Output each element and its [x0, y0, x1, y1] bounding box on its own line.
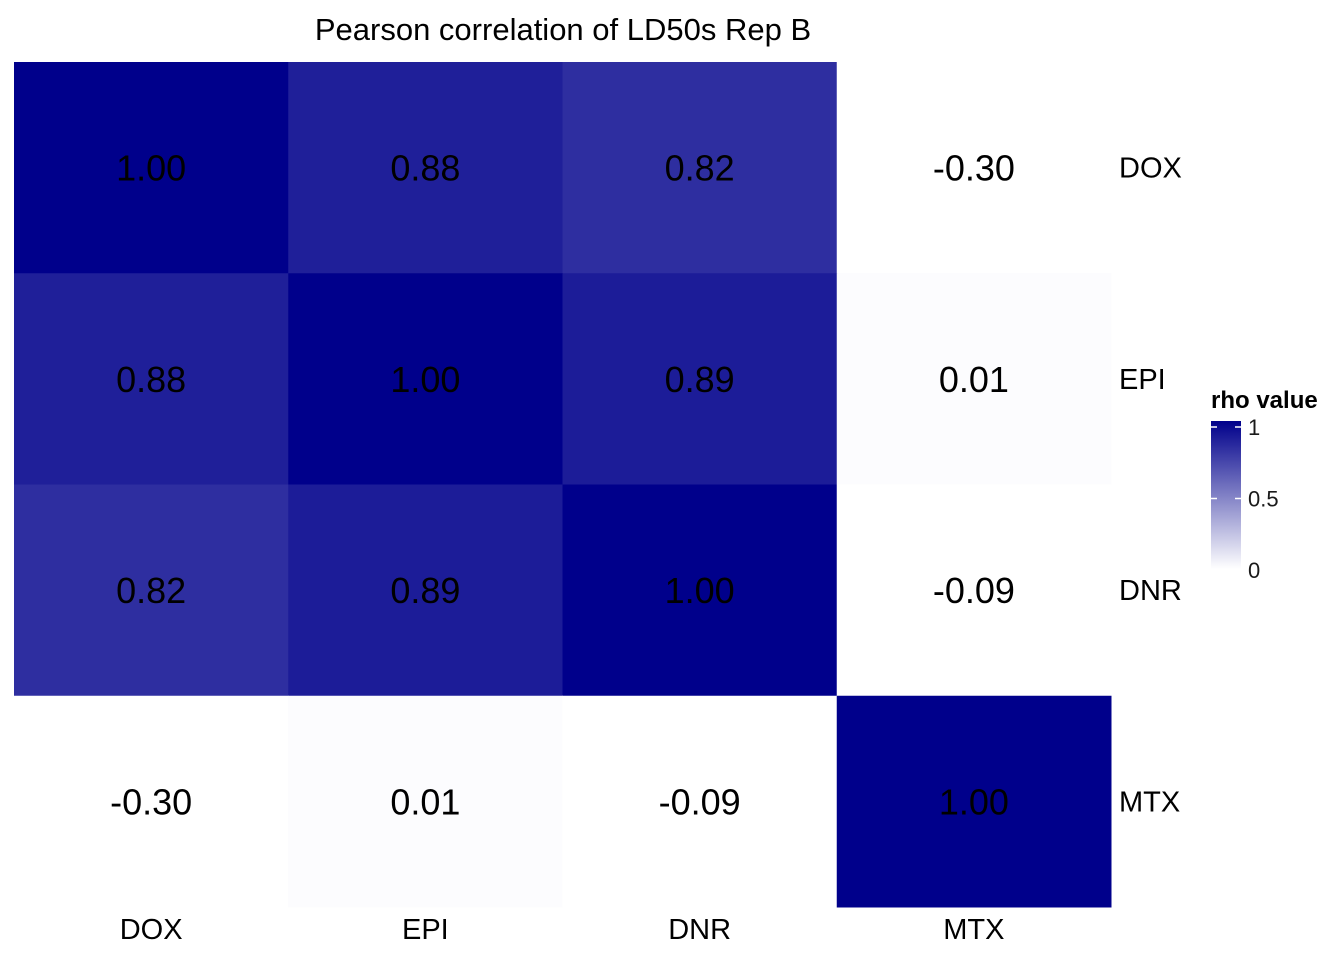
cell-value-label: -0.09 — [659, 781, 741, 822]
heatmap-cell-dnr-dox — [14, 484, 289, 697]
legend-colorbar — [1211, 421, 1241, 569]
legend-tick-label: 0.5 — [1248, 487, 1279, 512]
cell-value-label: 0.82 — [116, 570, 186, 611]
cell-value-label: 1.00 — [939, 781, 1009, 822]
cell-value-label: 0.82 — [665, 148, 735, 189]
y-axis-tick-labels: DOX EPI DNR MTX — [1119, 153, 1182, 819]
heatmap-cell-mtx-mtx — [836, 695, 1112, 908]
heatmap-cell-epi-dnr — [562, 273, 838, 485]
cell-value-label: 1.00 — [665, 570, 735, 611]
legend-title: rho value — [1211, 387, 1318, 414]
heatmap-cell-mtx-epi — [288, 695, 563, 908]
cell-value-label: 0.88 — [116, 359, 186, 400]
cell-value-label: -0.09 — [933, 570, 1015, 611]
heatmap-value-labels: 1.00 0.88 0.82 -0.30 0.88 1.00 0.89 0.01 0.82 0.8… — [110, 148, 1015, 823]
x-tick-label-dnr: DNR — [668, 914, 731, 946]
heatmap-cell-dnr-epi — [288, 484, 563, 697]
x-tick-label-epi: EPI — [402, 914, 449, 946]
heatmap-cells — [14, 62, 1112, 908]
chart-title: Pearson correlation of LD50s Rep B — [315, 12, 811, 47]
cell-value-label: 0.01 — [939, 359, 1009, 400]
heatmap-cell-dox-dox — [14, 62, 289, 274]
heatmap-cell-epi-epi — [288, 273, 563, 485]
heatmap-cell-mtx-dnr — [562, 695, 838, 908]
heatmap-cell-dnr-mtx — [836, 484, 1112, 697]
cell-value-label: 0.01 — [390, 781, 460, 822]
y-tick-label-dnr: DNR — [1119, 575, 1182, 607]
legend-tick-label: 0 — [1248, 558, 1260, 583]
legend-ticks: 10.50 — [1211, 415, 1279, 583]
y-tick-label-mtx: MTX — [1119, 786, 1180, 818]
cell-value-label: -0.30 — [933, 148, 1015, 189]
cell-value-label: 0.89 — [390, 570, 460, 611]
heatmap-cell-epi-mtx — [836, 273, 1112, 485]
y-tick-label-epi: EPI — [1119, 364, 1166, 396]
heatmap-cell-dox-epi — [288, 62, 563, 274]
heatmap-cell-dox-dnr — [562, 62, 838, 274]
color-legend: rho value 10.50 — [1211, 387, 1318, 583]
x-tick-label-mtx: MTX — [943, 914, 1004, 946]
y-tick-label-dox: DOX — [1119, 153, 1182, 185]
cell-value-label: 0.89 — [665, 359, 735, 400]
cell-value-label: 1.00 — [390, 359, 460, 400]
heatmap-cell-epi-dox — [14, 273, 289, 485]
cell-value-label: 0.88 — [390, 148, 460, 189]
heatmap-cell-dnr-dnr — [562, 484, 838, 697]
x-axis-tick-labels: DOX EPI DNR MTX — [120, 914, 1005, 946]
cell-value-label: -0.30 — [110, 781, 192, 822]
heatmap-cell-dox-mtx — [836, 62, 1112, 274]
legend-tick-label: 1 — [1248, 415, 1260, 440]
heatmap-cell-mtx-dox — [14, 695, 289, 908]
x-tick-label-dox: DOX — [120, 914, 183, 946]
cell-value-label: 1.00 — [116, 148, 186, 189]
